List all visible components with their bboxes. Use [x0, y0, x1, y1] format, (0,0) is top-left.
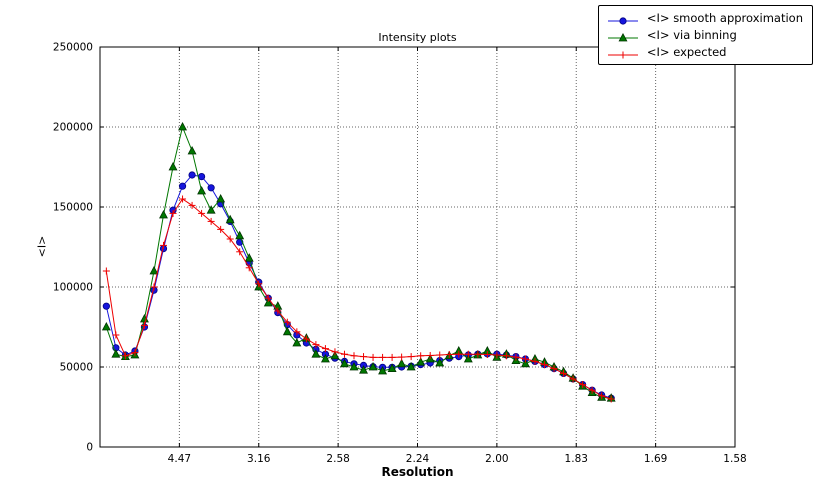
- y-tick-label: 0: [86, 442, 93, 454]
- triangle-marker-icon: [606, 29, 640, 42]
- marker-triangle: [197, 185, 207, 195]
- x-tick-label: 2.00: [485, 453, 508, 465]
- x-tick-label: 1.83: [565, 453, 588, 465]
- chart-title: Intensity plots: [378, 31, 457, 44]
- legend-label-expected: <I> expected: [646, 45, 727, 59]
- marker-triangle: [320, 353, 330, 363]
- circle-marker-icon: [606, 12, 640, 25]
- marker-triangle: [282, 326, 292, 336]
- marker-triangle: [168, 161, 178, 171]
- marker-circle: [207, 184, 215, 192]
- x-axis-label: Resolution: [381, 465, 454, 479]
- marker-triangle: [244, 253, 254, 262]
- marker-triangle: [111, 349, 121, 358]
- marker-triangle: [435, 357, 445, 367]
- marker-triangle: [216, 193, 226, 203]
- y-tick-label: 50000: [60, 362, 93, 374]
- marker-triangle: [263, 297, 273, 307]
- legend-row-binning: <I> via binning: [606, 28, 803, 42]
- marker-circle: [198, 173, 206, 181]
- marker-circle: [188, 171, 196, 179]
- marker-triangle: [235, 230, 245, 240]
- marker-circle: [102, 302, 110, 310]
- marker-triangle: [187, 145, 197, 155]
- marker-triangle: [378, 365, 388, 375]
- legend-label-binning: <I> via binning: [646, 28, 737, 42]
- marker-circle: [178, 182, 187, 190]
- y-tick-label: 100000: [53, 282, 93, 294]
- x-tick-label: 1.58: [723, 453, 746, 465]
- marker-triangle: [292, 337, 302, 347]
- marker-triangle: [387, 363, 397, 373]
- marker-triangle: [463, 353, 473, 363]
- marker-triangle: [225, 214, 235, 224]
- marker-triangle: [311, 349, 321, 358]
- legend-label-smooth: <I> smooth approximation: [646, 11, 803, 25]
- marker-triangle: [618, 32, 628, 42]
- x-tick-label: 4.47: [168, 453, 191, 465]
- marker-triangle: [349, 361, 359, 371]
- marker-triangle: [406, 361, 416, 371]
- y-tick-label: 250000: [53, 42, 93, 54]
- marker-triangle: [416, 357, 426, 366]
- marker-triangle: [159, 209, 168, 219]
- marker-triangle: [340, 358, 349, 368]
- y-tick-label: 200000: [53, 122, 93, 134]
- marker-triangle: [397, 358, 407, 368]
- marker-triangle: [520, 358, 530, 368]
- x-tick-label: 2.58: [326, 453, 349, 465]
- y-tick-label: 150000: [53, 202, 93, 214]
- marker-triangle: [368, 361, 378, 371]
- x-tick-label: 1.69: [644, 453, 667, 465]
- x-tick-label: 3.16: [247, 453, 271, 465]
- legend: <I> smooth approximation <I> via binning…: [597, 5, 813, 65]
- marker-triangle: [149, 265, 159, 275]
- marker-circle: [619, 17, 627, 25]
- x-tick-label: 2.24: [406, 453, 430, 465]
- y-axis-label: <I>: [35, 235, 49, 258]
- legend-row-smooth: <I> smooth approximation: [606, 11, 803, 25]
- marker-triangle: [359, 365, 368, 374]
- marker-triangle: [101, 321, 111, 331]
- legend-row-expected: <I> expected: [606, 45, 803, 59]
- marker-triangle: [206, 205, 216, 214]
- plus-marker-icon: [606, 46, 640, 59]
- marker-triangle: [178, 121, 188, 131]
